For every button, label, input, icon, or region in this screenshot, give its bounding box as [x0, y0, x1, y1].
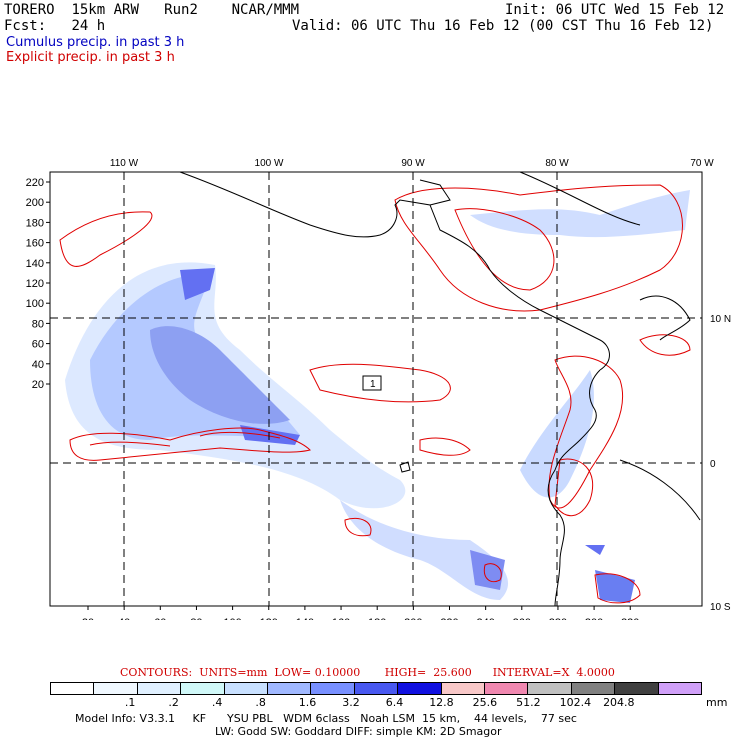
valid-time: Valid: 06 UTC Thu 16 Feb 12 (00 CST Thu …: [292, 18, 714, 34]
longitude-label: 80 W: [545, 158, 569, 169]
colorbar-swatch: [354, 683, 399, 694]
x-tick-label: 80: [190, 617, 202, 620]
forecast-hours: Fcst: 24 h: [4, 18, 105, 34]
colorbar-label: .4: [211, 696, 223, 709]
x-tick-label: 120: [260, 617, 278, 620]
latitude-label: 0: [710, 459, 716, 470]
x-tick-label: 100: [223, 617, 241, 620]
y-tick-label: 40: [32, 359, 44, 371]
colorbar-label: .8: [255, 696, 266, 709]
y-tick-label: 160: [26, 238, 44, 250]
colorbar-label: 204.8: [603, 696, 635, 709]
latitude-labels: 10 N 0 10 S: [710, 314, 731, 613]
y-tick-label: 200: [26, 197, 44, 209]
colorbar-units: mm: [706, 696, 728, 709]
x-tick-label: 60: [154, 617, 166, 620]
colorbar-label: .2: [168, 696, 179, 709]
model-info-line-1: Model Info: V3.3.1 KF YSU PBL WDM 6class…: [75, 712, 577, 725]
colorbar-swatch: [311, 683, 355, 694]
colorbar-swatch: [398, 683, 442, 694]
fcst-label: Fcst:: [4, 18, 47, 34]
x-tick-label: 20: [82, 617, 94, 620]
colorbar-label: 6.4: [385, 696, 404, 709]
colorbar-label: 12.8: [429, 696, 454, 709]
colorbar-swatch: [571, 683, 616, 694]
colorbar-label: 102.4: [559, 696, 592, 709]
colorbar-swatch: [137, 683, 182, 694]
colorbar-swatch: [181, 683, 225, 694]
colorbar-swatch: [658, 683, 702, 694]
x-tick-label: 200: [404, 617, 422, 620]
colorbar-swatch: [485, 683, 529, 694]
explicit-precip-contours: [59, 184, 691, 604]
colorbar: [50, 682, 702, 695]
colorbar-swatch: [528, 683, 572, 694]
center-marker: 1: [362, 375, 382, 391]
y-tick-label: 20: [32, 379, 44, 391]
y-tick-label: 80: [32, 318, 44, 330]
colorbar-swatch: [224, 683, 269, 694]
y-axis-ticks: 220 200 180 160 140 120 100 80 60 40 20: [26, 177, 50, 391]
run-label: Run2: [164, 2, 198, 18]
latitude-label: 10 N: [710, 314, 731, 325]
precip-map: 1 20406080100120140160180200220240260280…: [26, 158, 731, 620]
grid-lines: [50, 172, 702, 606]
x-tick-label: 220: [440, 617, 458, 620]
x-tick-label: 260: [513, 617, 531, 620]
init-time: Init: 06 UTC Wed 15 Feb 12: [505, 2, 725, 18]
org-label: NCAR/MMM: [231, 2, 300, 18]
colorbar-label: 25.6: [472, 696, 498, 709]
colorbar-label: 51.2: [516, 696, 541, 709]
colorbar-swatch: [94, 683, 138, 694]
x-tick-label: 140: [296, 617, 314, 620]
x-tick-label: 300: [585, 617, 603, 620]
x-tick-label: 280: [549, 617, 567, 620]
model-name: TORERO: [4, 2, 55, 18]
y-tick-label: 140: [26, 258, 44, 270]
colorbar-swatch: [615, 683, 659, 694]
center-marker-label: 1: [370, 379, 376, 390]
y-tick-label: 60: [32, 339, 44, 351]
colorbar-swatch: [268, 683, 312, 694]
longitude-label: 90 W: [401, 158, 425, 169]
model-resolution: 15km ARW: [71, 2, 139, 18]
model-info-line-2: LW: Godd SW: Goddard DIFF: simple KM: 2D…: [215, 725, 502, 738]
x-tick-label: 40: [118, 617, 130, 620]
colorbar-label: 1.6: [298, 696, 317, 709]
y-tick-label: 220: [26, 177, 44, 189]
x-tick-label: 180: [368, 617, 386, 620]
longitude-labels: 110 W 100 W 90 W 80 W 70 W: [110, 158, 714, 169]
longitude-label: 100 W: [255, 158, 284, 169]
y-tick-label: 100: [26, 298, 44, 310]
x-tick-label: 240: [476, 617, 494, 620]
latitude-label: 10 S: [710, 602, 731, 613]
colorbar-label: .1: [124, 696, 136, 709]
fcst-hours: 24 h: [71, 18, 106, 34]
header-line-1: TORERO 15km ARW Run2 NCAR/MMM: [4, 2, 299, 18]
x-tick-label: 320: [621, 617, 639, 620]
colorbar-swatch: [441, 683, 486, 694]
y-tick-label: 180: [26, 217, 44, 229]
colorbar-swatch: [51, 683, 95, 694]
cumulus-legend: Cumulus precip. in past 3 h: [6, 35, 185, 50]
x-axis-ticks: 20 40 60 80 100 120 140 160 180 200 220 240 260 280 30…: [82, 606, 639, 620]
longitude-label: 110 W: [110, 158, 139, 169]
y-tick-label: 120: [26, 278, 44, 290]
contour-info: CONTOURS: UNITS=mm LOW= 0.10000 HIGH= 25…: [120, 666, 615, 679]
colorbar-label: 3.2: [342, 696, 360, 709]
explicit-legend: Explicit precip. in past 3 h: [6, 50, 175, 65]
x-tick-label: 160: [332, 617, 350, 620]
longitude-label: 70 W: [690, 158, 714, 169]
